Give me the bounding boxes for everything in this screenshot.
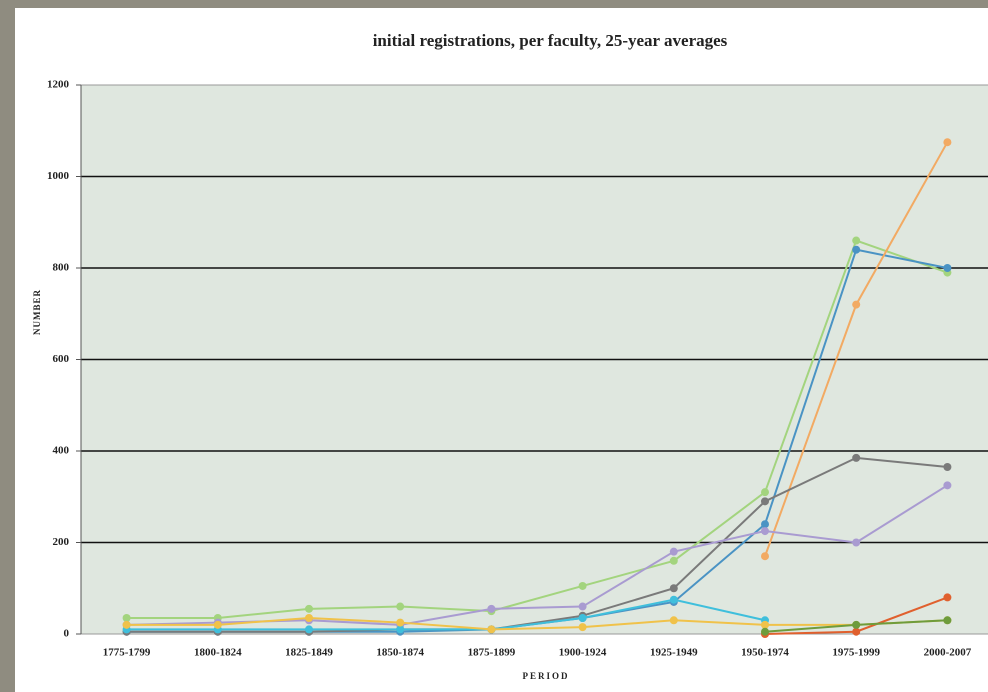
point xyxy=(669,595,678,604)
point xyxy=(943,264,952,272)
y-tick-label: 800 xyxy=(53,262,70,274)
point xyxy=(669,584,678,593)
point xyxy=(761,620,769,629)
point xyxy=(761,520,769,529)
x-tick-label: 1850-1874 xyxy=(376,647,424,659)
point xyxy=(122,620,131,629)
point xyxy=(852,300,861,309)
y-tick-label: 1200 xyxy=(47,79,70,91)
point xyxy=(852,453,861,462)
series-line xyxy=(126,598,766,631)
point xyxy=(305,613,313,622)
point xyxy=(761,552,769,561)
point xyxy=(305,625,313,634)
point xyxy=(852,627,861,636)
point xyxy=(761,527,769,536)
y-tick-label: 0 xyxy=(64,628,70,640)
x-tick-label: 1950-1974 xyxy=(741,647,789,659)
point xyxy=(761,488,769,497)
point xyxy=(213,620,222,629)
point xyxy=(852,245,861,254)
y-tick-label: 400 xyxy=(53,445,70,457)
point xyxy=(487,604,496,613)
x-tick-label: 1775-1799 xyxy=(103,647,151,659)
y-tick-label: 200 xyxy=(53,536,70,548)
point xyxy=(578,623,587,632)
x-tick-label: 1800-1824 xyxy=(194,647,242,659)
y-axis-label: NUMBER xyxy=(32,289,42,335)
point xyxy=(943,616,952,625)
point xyxy=(578,602,587,611)
point xyxy=(396,602,405,611)
point xyxy=(852,236,861,245)
point xyxy=(943,593,952,602)
point xyxy=(669,547,678,556)
point xyxy=(487,625,496,634)
series-line xyxy=(126,456,948,633)
x-tick-label: 1925-1949 xyxy=(650,647,698,659)
x-axis-label: PERIOD xyxy=(522,671,569,681)
y-tick-label: 1000 xyxy=(47,170,70,182)
point xyxy=(122,613,131,622)
point xyxy=(305,604,313,613)
series-line xyxy=(126,239,948,619)
point xyxy=(852,538,861,547)
point xyxy=(761,497,769,506)
x-tick-label: 2000-2007 xyxy=(924,647,972,659)
point xyxy=(578,613,587,622)
x-tick-label: 1975-1999 xyxy=(832,647,880,659)
x-tick-label: 1875-1899 xyxy=(468,647,516,659)
point xyxy=(852,620,861,629)
x-tick-label: 1900-1924 xyxy=(559,647,607,659)
point xyxy=(943,138,952,147)
chart-title: initial registrations, per faculty, 25-y… xyxy=(373,31,728,50)
point xyxy=(761,627,769,636)
point xyxy=(669,616,678,625)
point xyxy=(669,556,678,565)
point xyxy=(943,463,952,472)
x-tick-label: 1825-1849 xyxy=(285,647,333,659)
point xyxy=(578,581,587,590)
series-line xyxy=(126,616,948,631)
y-tick-label: 600 xyxy=(53,353,70,365)
point xyxy=(396,618,405,627)
point xyxy=(396,625,405,634)
point xyxy=(943,481,952,490)
